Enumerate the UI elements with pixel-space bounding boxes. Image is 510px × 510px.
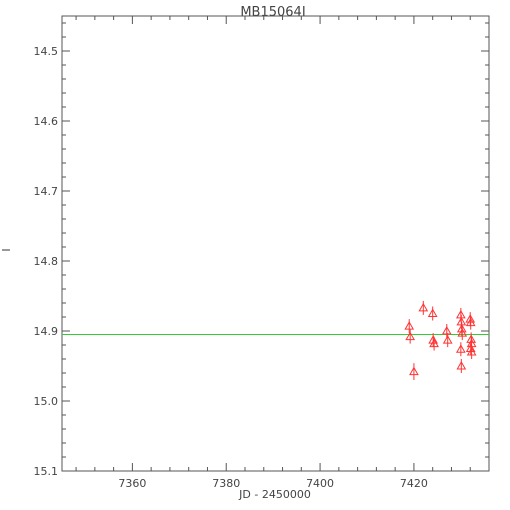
data-point bbox=[457, 326, 468, 341]
plot-frame bbox=[61, 15, 490, 472]
data-point bbox=[455, 342, 466, 357]
y-tick-label: 14.8 bbox=[34, 255, 59, 268]
data-point bbox=[429, 336, 439, 351]
data-points bbox=[404, 300, 477, 380]
data-point bbox=[428, 333, 439, 348]
data-point bbox=[418, 300, 429, 315]
data-point bbox=[456, 359, 467, 373]
data-point bbox=[465, 341, 476, 356]
chart-title: MB15064I bbox=[240, 5, 305, 20]
data-point bbox=[409, 363, 419, 380]
x-tick-label: 7420 bbox=[400, 477, 428, 490]
y-tick-label: 15.0 bbox=[34, 395, 59, 408]
data-point bbox=[441, 324, 452, 338]
data-point bbox=[405, 329, 416, 344]
data-point bbox=[404, 319, 415, 334]
y-tick-label: 14.6 bbox=[34, 115, 59, 128]
data-point bbox=[465, 315, 476, 330]
x-axis-label: JD - 2450000 bbox=[238, 488, 311, 501]
axis-tick-labels: 7360 7380 7400 7420 14.5 14.6 14.7 14.8 14.9 15.0… bbox=[34, 45, 428, 490]
y-tick-label: 14.5 bbox=[34, 45, 59, 58]
y-tick-label: 14.7 bbox=[34, 185, 59, 198]
x-tick-label: 7360 bbox=[118, 477, 146, 490]
x-tick-label: 7400 bbox=[306, 477, 334, 490]
y-axis-label: I bbox=[0, 248, 13, 251]
x-tick-label: 7380 bbox=[212, 477, 240, 490]
axis-ticks bbox=[62, 16, 490, 472]
data-point bbox=[427, 306, 438, 321]
y-tick-label: 15.1 bbox=[34, 465, 59, 478]
data-point bbox=[442, 333, 453, 348]
y-tick-label: 14.9 bbox=[34, 325, 59, 338]
data-point bbox=[466, 345, 477, 359]
